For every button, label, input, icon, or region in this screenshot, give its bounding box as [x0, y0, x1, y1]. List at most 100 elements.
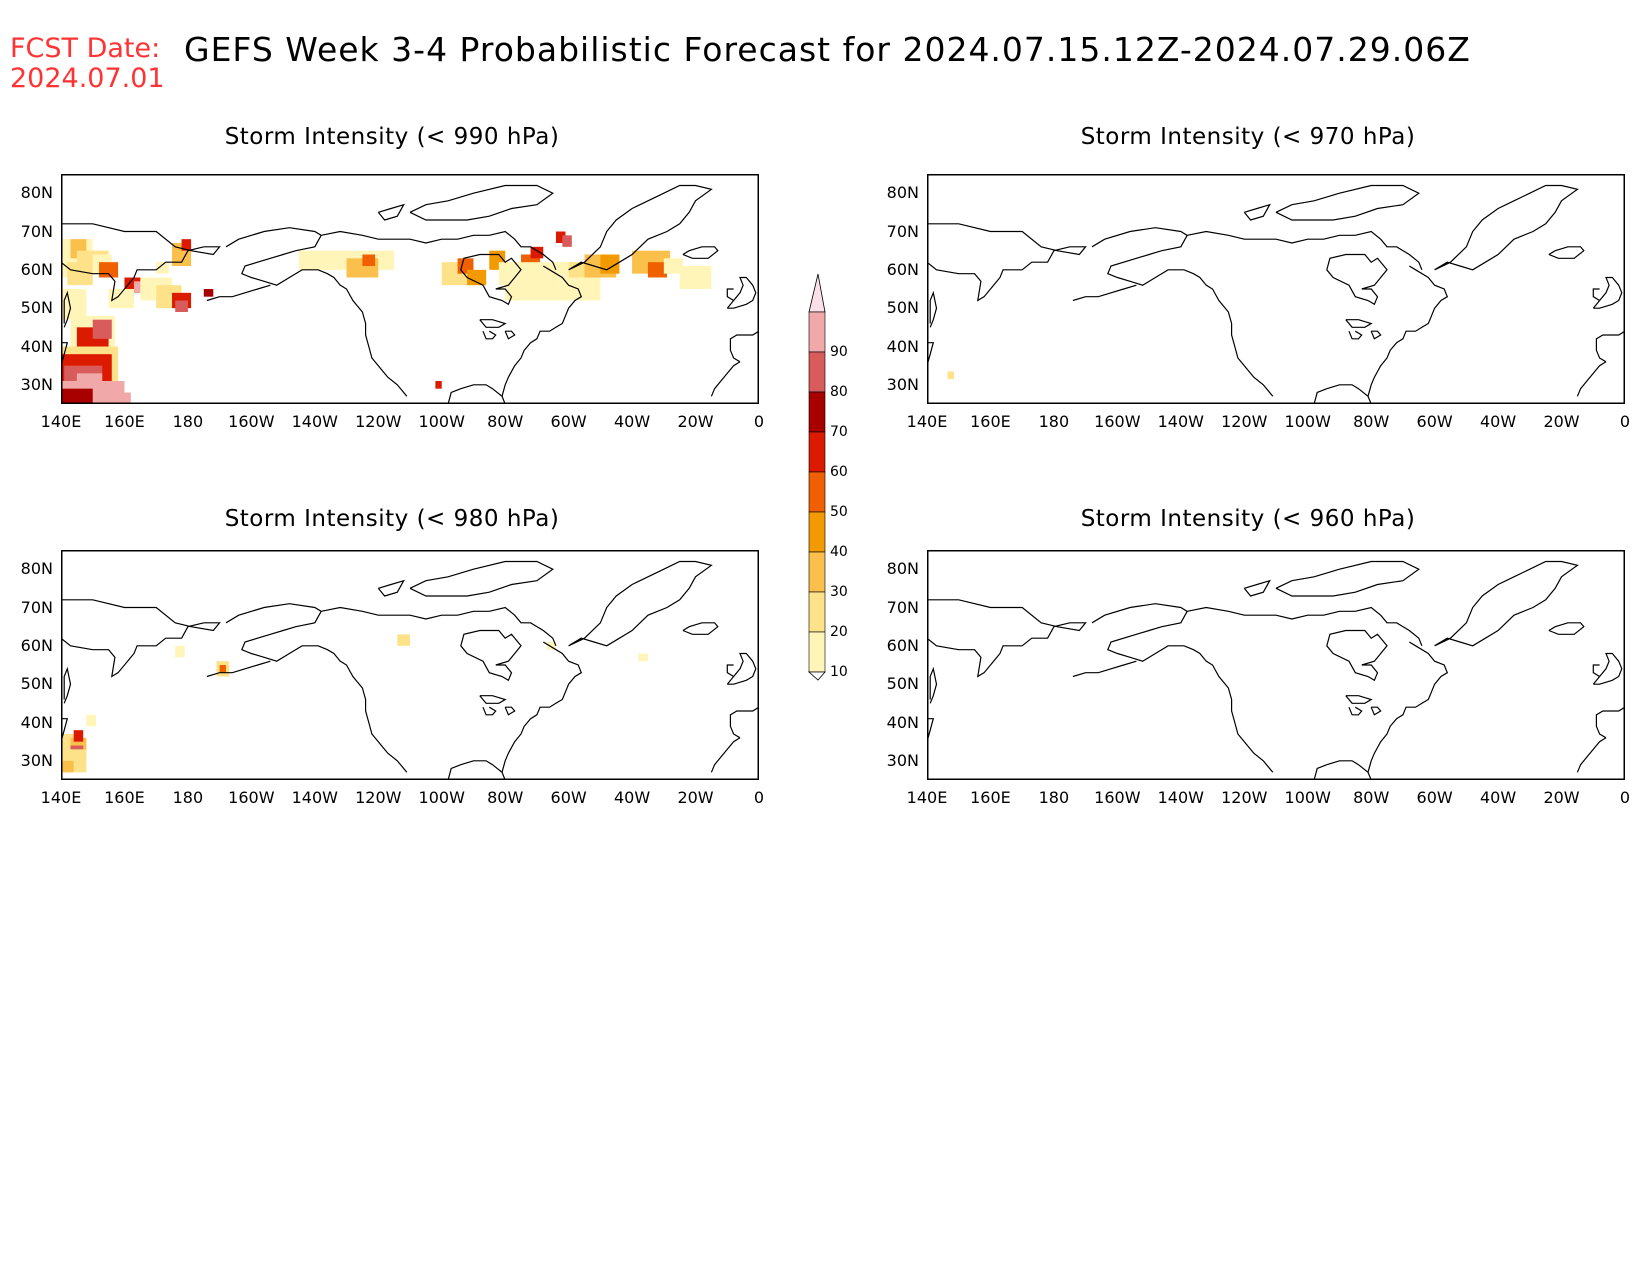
- lon-tick-label: 140W: [291, 412, 338, 431]
- coastline: [726, 288, 734, 302]
- map-panel-960: [927, 550, 1625, 780]
- coastline: [1595, 330, 1625, 363]
- coastline: [710, 361, 741, 397]
- coastline: [1548, 246, 1585, 259]
- lon-tick-label: 20W: [677, 788, 714, 807]
- probability-cell: [118, 392, 131, 404]
- lat-tick-label: 40N: [886, 712, 919, 732]
- colorbar-level-label: 60: [830, 464, 848, 480]
- coastline: [1091, 227, 1274, 397]
- colorbar-segment: [808, 511, 826, 553]
- map-panel-980: [61, 550, 759, 780]
- panel-title-990: Storm Intensity (< 990 hPa): [224, 124, 560, 150]
- probability-cell: [219, 665, 226, 673]
- colorbar-level-label: 70: [830, 424, 848, 440]
- lon-tick-label: 160E: [970, 412, 1011, 431]
- lat-tick-label: 70N: [886, 221, 919, 241]
- lon-tick-label: 160W: [1094, 412, 1141, 431]
- lon-tick-label: 0: [753, 412, 765, 431]
- coastline: [482, 330, 497, 340]
- coastline: [1367, 265, 1449, 397]
- coastline: [377, 203, 405, 221]
- lat-tick-label: 70N: [886, 597, 919, 617]
- probability-cell: [546, 642, 556, 650]
- coastline: [409, 560, 554, 597]
- lon-tick-label: 160W: [228, 412, 275, 431]
- map-panel-970: [927, 174, 1625, 404]
- map-frame: [927, 174, 1625, 404]
- coastline: [1548, 622, 1585, 635]
- coastline: [321, 230, 557, 271]
- coastline: [1072, 284, 1137, 302]
- colorbar-top-arrow: [808, 273, 826, 313]
- lon-tick-label: 40W: [1479, 412, 1517, 431]
- colorbar-segment: [808, 471, 826, 513]
- lon-tick-label: 60W: [1416, 788, 1453, 807]
- coastline: [726, 652, 757, 685]
- probability-cell: [663, 258, 683, 274]
- lon-tick-label: 0: [1619, 412, 1631, 431]
- colorbar-level-label: 50: [830, 504, 848, 520]
- lon-tick-label: 20W: [1543, 412, 1580, 431]
- lon-tick-label: 60W: [550, 788, 587, 807]
- lat-tick-label: 60N: [20, 635, 53, 655]
- coastline: [482, 706, 497, 716]
- probability-cell: [181, 239, 192, 251]
- probability-cell: [647, 262, 667, 278]
- lon-tick-label: 100W: [1284, 412, 1331, 431]
- lon-tick-label: 20W: [677, 412, 714, 431]
- lat-tick-label: 70N: [20, 221, 53, 241]
- colorbar-level-label: 20: [830, 624, 848, 640]
- lon-tick-label: 60W: [1416, 412, 1453, 431]
- coastline: [504, 706, 516, 716]
- colorbar-level-label: 80: [830, 384, 848, 400]
- lon-tick-label: 140W: [1157, 412, 1204, 431]
- map-frame: [61, 174, 759, 404]
- colorbar-segment: [808, 631, 826, 673]
- lat-tick-label: 70N: [20, 597, 53, 617]
- coastline: [61, 599, 221, 678]
- coastline: [61, 718, 69, 742]
- colorbar-level-label: 90: [830, 344, 848, 360]
- coastline: [1348, 330, 1363, 340]
- coastline: [726, 276, 757, 309]
- coastline: [927, 342, 935, 366]
- probability-cell: [73, 730, 84, 742]
- lon-tick-label: 0: [753, 788, 765, 807]
- coastline: [321, 606, 557, 647]
- forecast-date-label: FCST Date:: [10, 33, 161, 64]
- lon-tick-label: 180: [172, 788, 204, 807]
- lon-tick-label: 180: [172, 412, 204, 431]
- probability-cell: [638, 653, 648, 662]
- coastline: [1434, 184, 1579, 271]
- coastline: [1326, 253, 1388, 306]
- lon-tick-label: 160E: [970, 788, 1011, 807]
- colorbar-segment: [808, 391, 826, 433]
- colorbar-segment: [808, 431, 826, 473]
- lat-tick-label: 30N: [20, 750, 53, 770]
- coastline: [1275, 184, 1420, 221]
- probability-cell: [61, 388, 93, 404]
- colorbar-segment: [808, 591, 826, 633]
- lat-tick-label: 80N: [20, 183, 53, 203]
- lat-tick-label: 50N: [886, 298, 919, 318]
- probability-cell: [156, 262, 169, 274]
- lon-tick-label: 40W: [613, 788, 651, 807]
- lon-tick-label: 140E: [906, 412, 948, 431]
- lon-tick-label: 160W: [1094, 788, 1141, 807]
- probability-cell: [530, 246, 544, 259]
- lat-tick-label: 80N: [886, 559, 919, 579]
- lat-tick-label: 50N: [20, 674, 53, 694]
- coastline: [1595, 706, 1625, 739]
- coastline: [1434, 560, 1579, 647]
- coastline: [927, 223, 1087, 302]
- map-panel-990: [61, 174, 759, 404]
- probability-cell: [175, 645, 185, 658]
- coastline: [447, 760, 506, 780]
- coastline: [1091, 603, 1274, 773]
- lon-tick-label: 140W: [291, 788, 338, 807]
- colorbar-bottom-arrow: [807, 671, 826, 681]
- coastline: [1345, 319, 1373, 328]
- lon-tick-label: 160W: [228, 788, 275, 807]
- probability-cell: [61, 289, 87, 320]
